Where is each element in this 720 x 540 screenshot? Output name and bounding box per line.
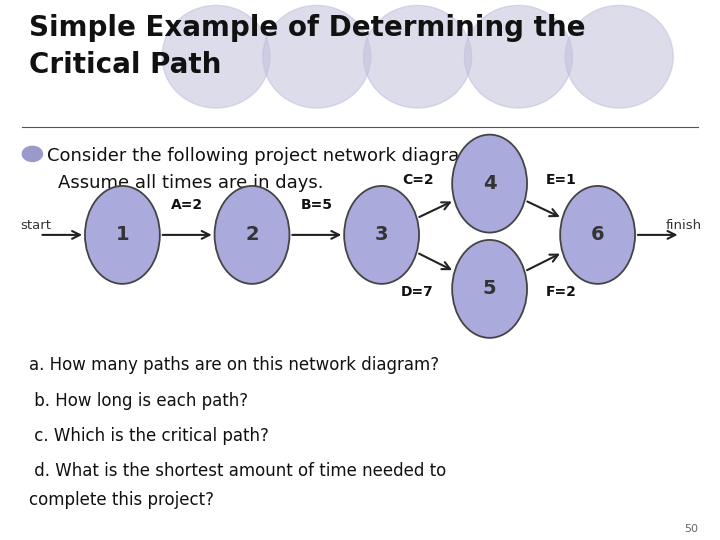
Text: start: start bbox=[20, 219, 52, 232]
Text: 50: 50 bbox=[685, 523, 698, 534]
Text: complete this project?: complete this project? bbox=[29, 491, 214, 509]
Text: Critical Path: Critical Path bbox=[29, 51, 221, 79]
Text: E=1: E=1 bbox=[546, 173, 577, 186]
Ellipse shape bbox=[344, 186, 419, 284]
Text: a. How many paths are on this network diagram?: a. How many paths are on this network di… bbox=[29, 356, 439, 374]
Text: 6: 6 bbox=[591, 225, 604, 245]
Text: b. How long is each path?: b. How long is each path? bbox=[29, 392, 248, 409]
Ellipse shape bbox=[464, 5, 572, 108]
Ellipse shape bbox=[85, 186, 160, 284]
Ellipse shape bbox=[565, 5, 673, 108]
Text: B=5: B=5 bbox=[301, 198, 333, 212]
Text: 2: 2 bbox=[246, 225, 258, 245]
Ellipse shape bbox=[452, 134, 527, 233]
Ellipse shape bbox=[452, 240, 527, 338]
Text: Consider the following project network diagram.: Consider the following project network d… bbox=[47, 147, 482, 165]
Text: D=7: D=7 bbox=[401, 285, 434, 299]
Text: 5: 5 bbox=[483, 279, 496, 299]
Text: 3: 3 bbox=[375, 225, 388, 245]
Ellipse shape bbox=[215, 186, 289, 284]
Text: A=2: A=2 bbox=[171, 198, 203, 212]
Text: C=2: C=2 bbox=[402, 173, 433, 186]
Ellipse shape bbox=[560, 186, 635, 284]
Text: F=2: F=2 bbox=[546, 285, 577, 299]
Text: 1: 1 bbox=[116, 225, 129, 245]
Text: finish: finish bbox=[666, 219, 702, 232]
Text: 4: 4 bbox=[483, 174, 496, 193]
Circle shape bbox=[22, 146, 42, 161]
Ellipse shape bbox=[162, 5, 270, 108]
Ellipse shape bbox=[364, 5, 472, 108]
Ellipse shape bbox=[263, 5, 371, 108]
Text: c. Which is the critical path?: c. Which is the critical path? bbox=[29, 427, 269, 444]
Text: Assume all times are in days.: Assume all times are in days. bbox=[58, 174, 323, 192]
Text: d. What is the shortest amount of time needed to: d. What is the shortest amount of time n… bbox=[29, 462, 446, 480]
Text: Simple Example of Determining the: Simple Example of Determining the bbox=[29, 14, 585, 42]
